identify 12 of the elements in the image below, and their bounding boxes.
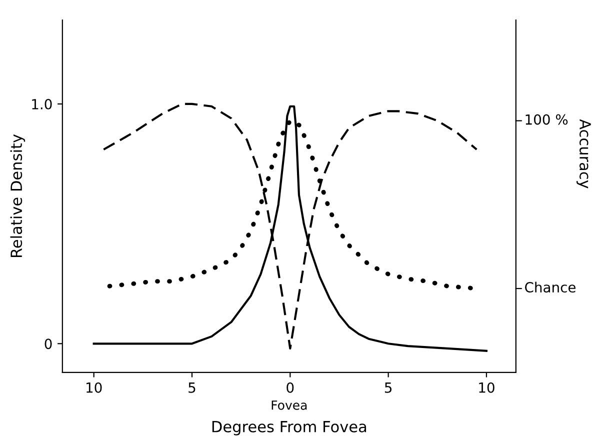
x-axis-title: Degrees From Fovea — [212, 421, 366, 436]
x-tick-label: 5 — [384, 382, 392, 393]
text: Accuracy — [576, 119, 591, 188]
y-tick-label: 1.0 — [32, 98, 52, 110]
x-tick-label: 10 — [479, 382, 494, 393]
x-tick-label: 10 — [86, 382, 102, 393]
text: 100 % — [526, 114, 568, 125]
y-axis-title: Relative Density — [10, 134, 26, 258]
x-tick-label: 0 — [286, 382, 294, 393]
text: Chance — [525, 282, 576, 293]
x-tick-label: 5 — [188, 382, 196, 393]
text: Fovea — [272, 400, 307, 410]
